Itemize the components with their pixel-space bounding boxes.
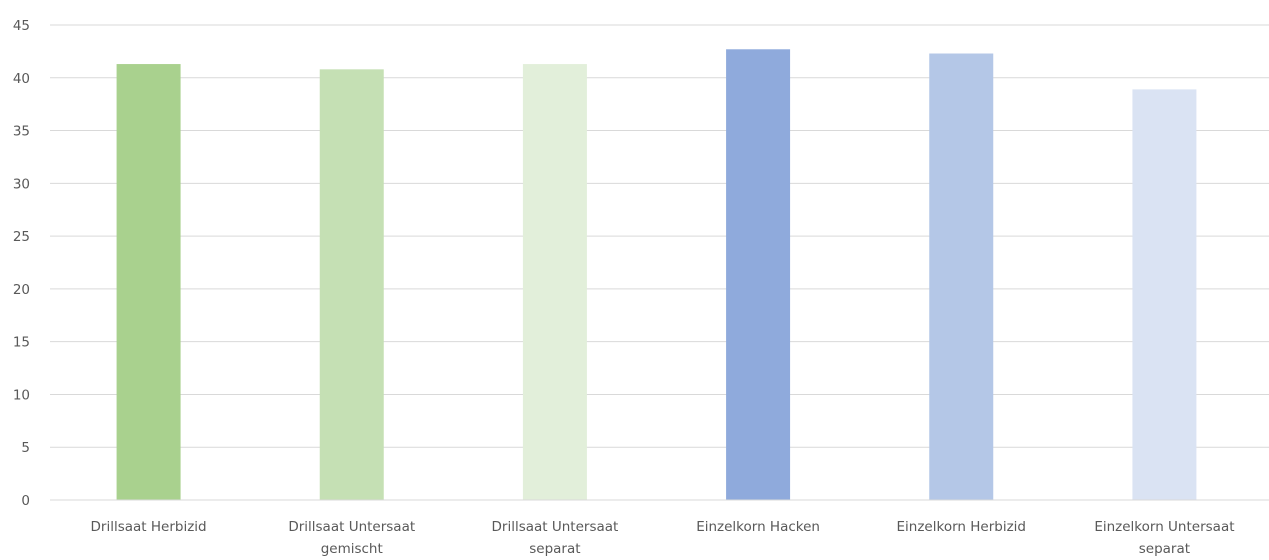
bar [522,64,587,501]
x-tick-label-line: Drillsaat Untersaat [492,519,619,535]
x-tick-label-line: Einzelkorn Untersaat [1094,519,1234,535]
y-axis-tick-labels: 0 5 10 15 20 25 30 35 40 45 [13,18,30,509]
y-tick-label: 15 [13,335,30,351]
x-tick-label: Drillsaat Untersaat separat [492,519,619,557]
y-tick-label: 40 [13,71,30,87]
x-tick-label-line: Einzelkorn Hacken [696,519,820,535]
x-tick-label: Einzelkorn Hacken [696,519,820,535]
gridlines [50,24,1269,448]
y-tick-label: 10 [13,387,30,403]
x-tick-label-line: Drillsaat Untersaat [288,519,415,535]
x-tick-label-line: Einzelkorn Herbizid [897,519,1026,535]
y-tick-label: 30 [13,176,30,192]
y-tick-label: 45 [13,18,30,34]
y-tick-label: 20 [13,282,30,298]
bars [116,49,1197,501]
x-tick-label-line: separat [1139,541,1190,557]
y-tick-label: 5 [21,440,30,456]
x-tick-label: Einzelkorn Untersaat separat [1094,519,1234,557]
bar [116,64,181,501]
y-tick-label: 25 [13,229,30,245]
x-axis-tick-labels: Drillsaat Herbizid Drillsaat Untersaat gem… [91,519,1235,557]
x-tick-label: Drillsaat Herbizid [91,519,207,535]
y-tick-label: 35 [13,124,30,140]
bar [319,69,384,500]
x-tick-label-line: gemischt [321,541,383,557]
x-tick-label-line: separat [529,541,580,557]
x-tick-label: Einzelkorn Herbizid [897,519,1026,535]
bar [726,49,791,501]
bar [929,53,994,500]
x-tick-label: Drillsaat Untersaat gemischt [288,519,415,557]
bar [1132,89,1197,500]
y-tick-label: 0 [21,493,30,509]
x-tick-label-line: Drillsaat Herbizid [91,519,207,535]
